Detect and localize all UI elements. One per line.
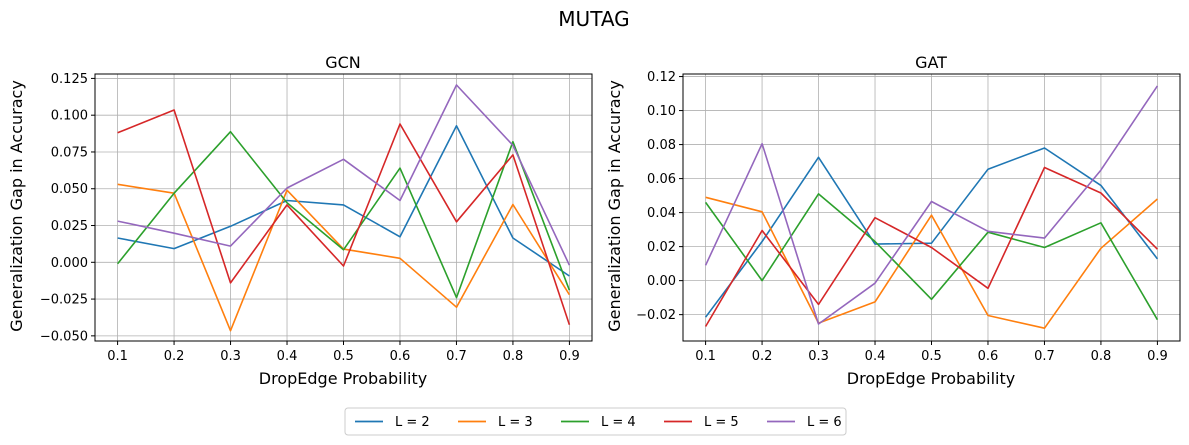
legend-label-l5: L = 5 [704, 415, 739, 430]
gcn-series-line-l4 [116, 130, 571, 299]
gat-y-tick-label-5: 0.06 [647, 172, 676, 187]
gcn-x-tick-label-5: 0.5 [333, 349, 354, 364]
gat-y-tick-label-8: 0.12 [647, 70, 676, 85]
legend: L = 2 L = 3 L = 4 L = 5 L = 6 [344, 407, 847, 436]
gcn-x-tick-label-1: 0.1 [107, 349, 128, 364]
gat-series-line-l3 [705, 196, 1158, 330]
legend-box [344, 407, 847, 436]
gat-series-line-l4 [704, 193, 1159, 321]
gat-series-line-l2 [704, 147, 1159, 318]
gat-ylabel: Generalization Gap in Accuracy [605, 80, 624, 332]
gat-x-tick-label-5: 0.5 [921, 349, 942, 364]
gat-x-tick-label-1: 0.1 [695, 349, 716, 364]
gcn-x-tick-label-2: 0.2 [164, 349, 185, 364]
gat-y-tick-label-4: 0.04 [647, 206, 676, 221]
gcn-y-tick-label-7: 0.100 [51, 109, 88, 124]
gcn-y-tick-label-4: 0.025 [51, 219, 88, 234]
gat-x-tick-label-6: 0.6 [978, 349, 999, 364]
gcn-y-tick-label-5: 0.050 [51, 182, 88, 197]
legend-label-l3: L = 3 [498, 415, 533, 430]
gcn-series-line-l2 [117, 125, 570, 277]
gat-y-tick-label-7: 0.10 [647, 104, 676, 119]
legend-label-l4: L = 4 [601, 415, 636, 430]
gat-panel: GAT DropEdge Probability Generalization … [605, 53, 1181, 388]
gat-x-tick-label-4: 0.4 [865, 349, 886, 364]
legend-label-l2: L = 2 [395, 415, 430, 430]
gat-x-tick-label-8: 0.8 [1091, 349, 1112, 364]
gcn-y-tick-label-1: −0.050 [40, 329, 88, 344]
gcn-y-tick-label-3: 0.000 [51, 256, 88, 271]
gat-y-tick-label-6: 0.08 [647, 138, 676, 153]
gat-x-tick-label-3: 0.3 [808, 349, 829, 364]
gcn-ylabel: Generalization Gap in Accuracy [7, 80, 26, 332]
figure-title: MUTAG [558, 7, 629, 31]
gcn-x-tick-label-9: 0.9 [559, 349, 580, 364]
gcn-title: GCN [325, 53, 361, 72]
gcn-y-tick-label-2: −0.025 [40, 293, 88, 308]
gat-y-tick-label-3: 0.02 [647, 240, 676, 255]
gcn-series-line-l6 [117, 84, 571, 266]
gcn-series-line-l5 [117, 109, 571, 326]
gat-series-line-l5 [704, 166, 1158, 327]
gat-y-tick-label-1: −0.02 [636, 308, 676, 323]
gcn-y-tick-label-8: 0.125 [51, 72, 88, 87]
gcn-x-tick-label-4: 0.4 [277, 349, 298, 364]
gat-title: GAT [915, 53, 947, 72]
gcn-x-tick-label-6: 0.6 [390, 349, 411, 364]
gat-xlabel: DropEdge Probability [847, 369, 1015, 388]
gat-x-tick-label-7: 0.7 [1034, 349, 1055, 364]
gcn-xlabel: DropEdge Probability [259, 369, 427, 388]
legend-label-l6: L = 6 [807, 415, 842, 430]
gcn-y-tick-label-6: 0.075 [51, 145, 88, 160]
gcn-panel: GCN DropEdge Probability Generalization … [7, 53, 593, 388]
gcn-x-tick-label-8: 0.8 [503, 349, 524, 364]
gat-y-tick-label-2: 0.00 [647, 274, 676, 289]
gat-x-tick-label-9: 0.9 [1147, 349, 1168, 364]
gcn-x-tick-label-7: 0.7 [446, 349, 467, 364]
gcn-x-tick-label-3: 0.3 [220, 349, 241, 364]
gat-x-tick-label-2: 0.2 [752, 349, 773, 364]
gat-series-line-l6 [704, 85, 1159, 325]
